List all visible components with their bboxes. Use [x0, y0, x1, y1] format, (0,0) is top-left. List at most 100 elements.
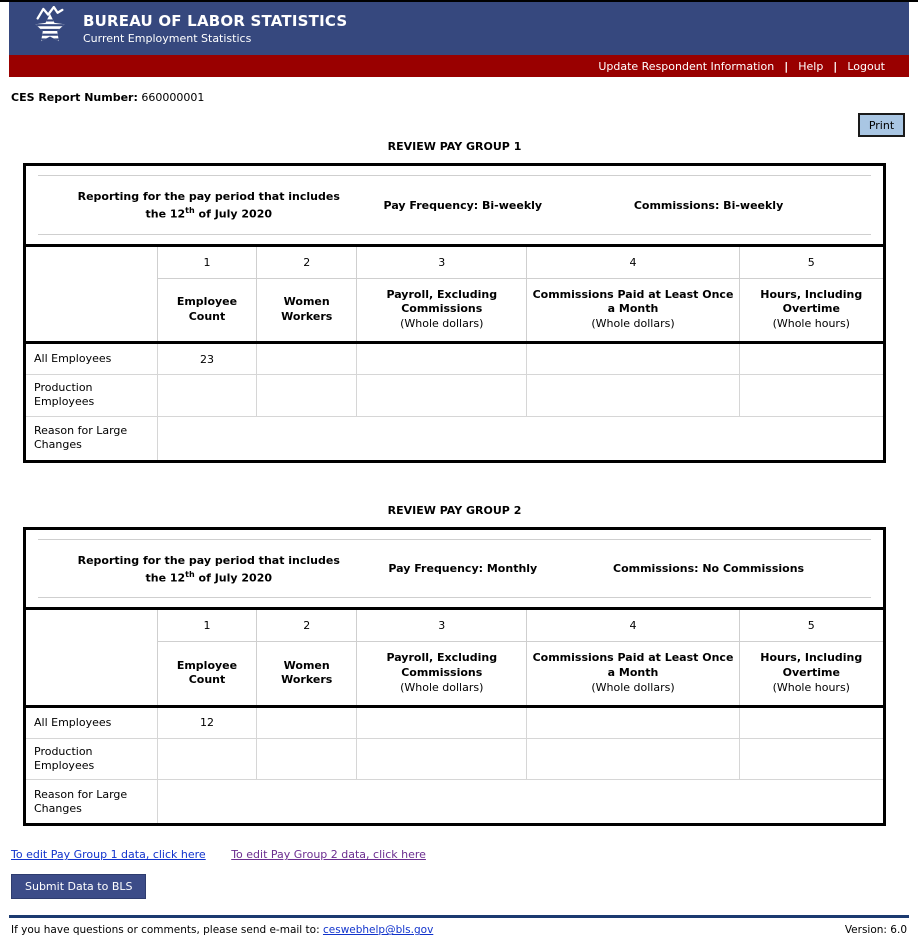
ces-report-number-label: CES Report Number: [11, 91, 138, 104]
column-number: 1 [156, 608, 257, 643]
column-number: 4 [526, 245, 740, 279]
column-header-row: Employee Count Women Workers Payroll, Ex… [25, 641, 885, 708]
row-label: Production Employees [24, 737, 158, 781]
column-number: 1 [156, 245, 257, 279]
masthead: BUREAU OF LABOR STATISTICS Current Emplo… [9, 2, 909, 55]
data-cell-hours [738, 737, 886, 781]
data-cell-women-workers [256, 705, 358, 739]
column-header-payroll: Payroll, Excluding Commissions (Whole do… [356, 641, 527, 708]
table-row: Reporting for the pay period that includ… [24, 528, 885, 611]
column-header-women-workers: Women Workers [256, 278, 357, 345]
commissions-text: Commissions: No Commissions [613, 562, 805, 576]
submit-data-button[interactable]: Submit Data to BLS [11, 874, 147, 900]
data-cell-payroll [356, 737, 528, 781]
edit-pay-group-2-link[interactable]: To edit Pay Group 2 data, click here [231, 848, 426, 862]
reason-for-large-changes-row: Reason for Large Changes [24, 415, 886, 462]
reporting-period-text: Reporting for the pay period that includ… [77, 190, 340, 221]
column-header-employee-count: Employee Count [156, 278, 257, 345]
bls-logo-icon [31, 5, 69, 51]
data-cell-hours [738, 705, 886, 739]
column-header-women-workers: Women Workers [256, 641, 357, 708]
pay-group-2-title: REVIEW PAY GROUP 2 [387, 503, 522, 517]
column-number-row: 1 2 3 4 5 [24, 245, 885, 345]
top-nav-bar: Update Respondent Information | Help | L… [9, 55, 909, 77]
pay-group-1-title: REVIEW PAY GROUP 1 [387, 140, 522, 153]
print-button[interactable]: Print [858, 113, 905, 137]
pay-group-1-table: Reporting for the pay period that includ… [23, 163, 886, 463]
column-header-hours: Hours, Including Overtime (Whole hours) [738, 278, 885, 345]
data-cell-commissions [526, 374, 740, 417]
nav-separator: | [784, 59, 789, 73]
data-cell-hours [738, 374, 886, 417]
row-label: All Employees [24, 705, 158, 739]
row-label: Production Employees [24, 374, 158, 417]
column-number: 5 [738, 245, 885, 279]
data-cell-employee-count [156, 374, 258, 417]
column-number: 5 [738, 608, 885, 643]
pay-group-2-table: Reporting for the pay period that includ… [23, 526, 886, 827]
row-label: All Employees [24, 342, 158, 376]
row-label: Reason for Large Changes [24, 415, 158, 462]
edit-links-row: To edit Pay Group 1 data, click here To … [11, 848, 909, 861]
column-number: 3 [356, 608, 527, 643]
data-cell-payroll [356, 374, 528, 417]
masthead-titles: BUREAU OF LABOR STATISTICS Current Emplo… [83, 12, 347, 45]
column-header-row: Employee Count Women Workers Payroll, Ex… [25, 278, 885, 345]
data-cell-women-workers [256, 374, 358, 417]
print-row: Print [9, 113, 909, 137]
data-cell-employee-count: 12 [156, 705, 258, 739]
row-label: Reason for Large Changes [24, 779, 158, 826]
data-cell-employee-count [156, 737, 258, 781]
column-number: 3 [356, 245, 527, 279]
reason-for-large-changes-row: Reason for Large Changes [24, 779, 886, 826]
column-header-employee-count: Employee Count [156, 641, 257, 708]
pay-frequency-text: Pay Frequency: Bi-weekly [383, 198, 543, 212]
nav-logout-link[interactable]: Logout [847, 59, 885, 73]
stub-cell [24, 245, 158, 345]
data-cell-payroll [356, 705, 528, 739]
production-employees-row: Production Employees [24, 737, 886, 781]
reason-value-cell [156, 779, 886, 826]
commissions-text: Commissions: Bi-weekly [633, 198, 784, 212]
submit-row: Submit Data to BLS [11, 874, 909, 900]
app-subtitle: Current Employment Statistics [83, 32, 252, 45]
column-number: 4 [526, 608, 740, 643]
data-cell-commissions [526, 342, 740, 376]
version-label: Version: 6.0 [844, 924, 907, 936]
ces-report-number-value: 660000001 [141, 91, 205, 104]
column-header-payroll: Payroll, Excluding Commissions (Whole do… [356, 278, 527, 345]
nav-update-respondent-info-link[interactable]: Update Respondent Information [598, 59, 775, 73]
data-cell-commissions [526, 737, 740, 781]
table-row: Reporting for the pay period that includ… [24, 164, 885, 247]
column-number-row: 1 2 3 4 5 [24, 608, 885, 708]
reporting-band: Reporting for the pay period that includ… [24, 164, 885, 247]
agency-title: BUREAU OF LABOR STATISTICS [83, 12, 348, 30]
data-cell-commissions [526, 705, 740, 739]
data-cell-employee-count: 23 [156, 342, 258, 376]
column-header-hours: Hours, Including Overtime (Whole hours) [738, 641, 885, 708]
reporting-band: Reporting for the pay period that includ… [24, 528, 885, 611]
column-number: 2 [256, 608, 357, 643]
pay-group-2-section: REVIEW PAY GROUP 2 Reporting for the pay… [9, 504, 909, 827]
edit-pay-group-1-link[interactable]: To edit Pay Group 1 data, click here [11, 848, 206, 862]
page-footer: If you have questions or comments, pleas… [9, 915, 909, 936]
column-header-commissions: Commissions Paid at Least Once a Month (… [526, 641, 740, 708]
ces-report-number-line: CES Report Number: 660000001 [11, 91, 909, 104]
stub-cell [24, 608, 158, 708]
production-employees-row: Production Employees [24, 374, 886, 417]
reason-value-cell [156, 415, 886, 462]
pay-frequency-text: Pay Frequency: Monthly [388, 562, 538, 576]
data-cell-payroll [356, 342, 528, 376]
data-cell-women-workers [256, 342, 358, 376]
support-email-link[interactable]: ceswebhelp@bls.gov [322, 924, 434, 936]
data-cell-hours [738, 342, 886, 376]
all-employees-row: All Employees 23 [24, 342, 886, 376]
reporting-period-text: Reporting for the pay period that includ… [77, 553, 340, 585]
pay-group-1-section: REVIEW PAY GROUP 1 Reporting for the pay… [9, 140, 909, 463]
footer-help-text: If you have questions or comments, pleas… [11, 924, 434, 936]
nav-help-link[interactable]: Help [798, 59, 824, 73]
column-header-commissions: Commissions Paid at Least Once a Month (… [526, 278, 740, 345]
nav-separator: | [833, 59, 838, 73]
data-cell-women-workers [256, 737, 358, 781]
all-employees-row: All Employees 12 [24, 705, 886, 739]
